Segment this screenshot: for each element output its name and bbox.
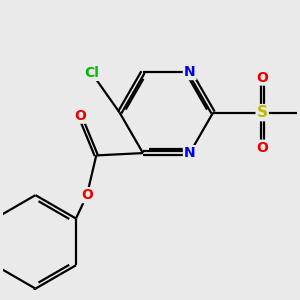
Text: N: N [184,146,196,160]
Text: O: O [74,109,86,123]
Text: N: N [184,65,196,79]
Text: Cl: Cl [84,66,99,80]
Text: O: O [256,141,268,155]
Text: O: O [256,70,268,85]
Text: Cl: Cl [84,66,99,80]
Text: S: S [257,105,268,120]
Text: O: O [81,188,93,202]
